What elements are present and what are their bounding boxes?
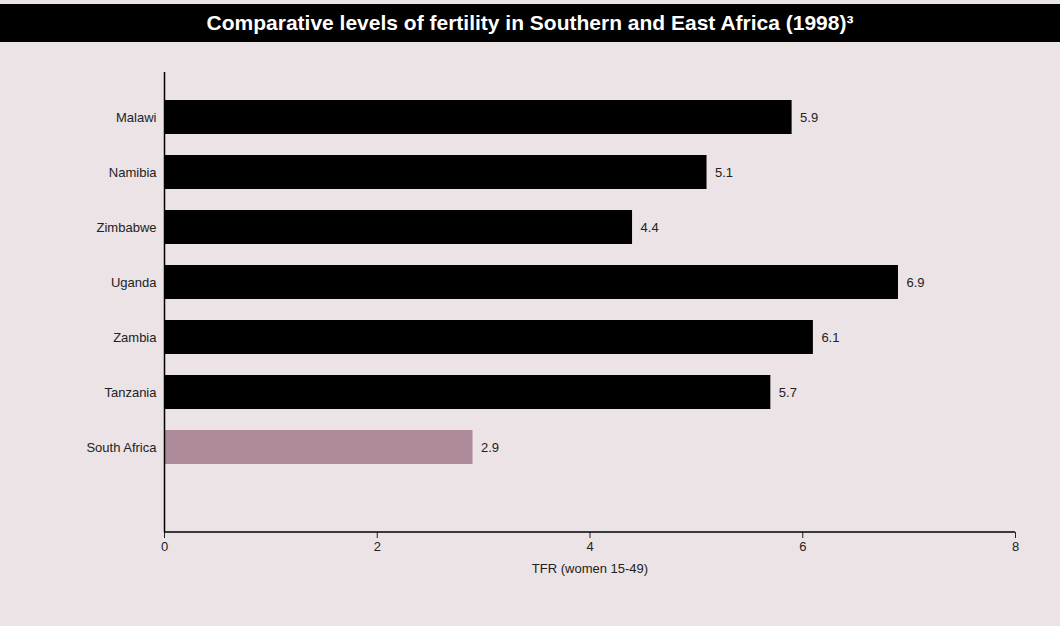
svg-text:TFR (women 15-49): TFR (women 15-49)	[532, 561, 648, 576]
svg-text:6.9: 6.9	[906, 275, 924, 290]
svg-text:6: 6	[799, 539, 806, 554]
svg-text:5.9: 5.9	[800, 110, 818, 125]
html-text:Comparative levels of fertilit: Comparative levels of fertility in South…	[206, 11, 854, 34]
svg-text:0: 0	[161, 539, 168, 554]
svg-text:Uganda: Uganda	[111, 275, 157, 290]
svg-text:2: 2	[374, 539, 381, 554]
svg-text:4.4: 4.4	[641, 220, 659, 235]
svg-text:Zimbabwe: Zimbabwe	[97, 220, 157, 235]
svg-text:2.9: 2.9	[481, 440, 499, 455]
svg-text:5.1: 5.1	[715, 165, 733, 180]
svg-text:Namibia: Namibia	[109, 165, 157, 180]
svg-text:5.7: 5.7	[779, 385, 797, 400]
svg-text:4: 4	[586, 539, 593, 554]
svg-text:8: 8	[1012, 539, 1019, 554]
svg-text:Malawi: Malawi	[116, 110, 157, 125]
svg-text:Tanzania: Tanzania	[104, 385, 157, 400]
svg-text:6.1: 6.1	[821, 330, 839, 345]
svg-text:Zambia: Zambia	[113, 330, 157, 345]
svg-text:South Africa: South Africa	[86, 440, 157, 455]
